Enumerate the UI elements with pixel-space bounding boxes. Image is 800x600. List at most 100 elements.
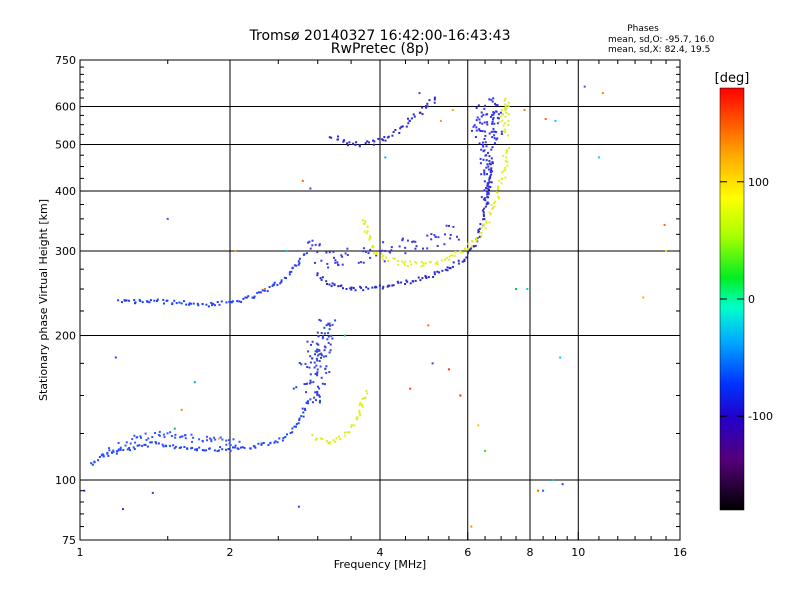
data-point xyxy=(260,442,263,445)
data-point xyxy=(308,240,311,243)
data-point xyxy=(504,115,507,118)
data-point xyxy=(418,111,421,114)
data-point xyxy=(346,431,349,434)
data-point xyxy=(154,441,157,443)
data-point xyxy=(295,425,297,428)
data-point xyxy=(144,432,147,435)
data-point xyxy=(506,150,508,153)
data-point xyxy=(175,302,178,305)
data-point xyxy=(449,267,452,270)
data-point xyxy=(308,366,311,369)
data-point xyxy=(499,111,502,114)
data-point xyxy=(320,356,322,359)
data-point xyxy=(131,438,134,441)
data-point xyxy=(269,441,272,444)
data-point xyxy=(504,128,507,131)
data-point xyxy=(276,441,279,444)
data-point xyxy=(251,296,254,299)
x-tick-label: 10 xyxy=(571,546,585,559)
data-point xyxy=(483,218,486,221)
data-point xyxy=(316,390,319,393)
data-point xyxy=(484,141,487,144)
data-point xyxy=(290,270,293,273)
data-point xyxy=(301,407,304,410)
data-point xyxy=(504,168,507,171)
data-point xyxy=(474,244,477,247)
data-point xyxy=(369,256,372,259)
data-point xyxy=(436,260,439,263)
data-point xyxy=(493,205,496,208)
data-point xyxy=(124,299,127,302)
data-point xyxy=(480,226,483,229)
data-point xyxy=(497,188,500,191)
data-point xyxy=(281,439,284,442)
data-point xyxy=(196,302,199,305)
data-point xyxy=(320,354,323,357)
data-point xyxy=(359,285,362,288)
data-point xyxy=(544,118,547,120)
data-point xyxy=(358,144,361,147)
data-point xyxy=(397,281,400,284)
data-point xyxy=(482,145,485,148)
data-point xyxy=(480,111,483,114)
data-point xyxy=(366,392,369,395)
data-point xyxy=(491,120,494,123)
data-point xyxy=(663,223,666,226)
data-point xyxy=(332,439,335,442)
data-point xyxy=(327,341,330,344)
data-point xyxy=(198,446,201,449)
data-point xyxy=(341,263,344,266)
data-point xyxy=(210,438,213,441)
data-point xyxy=(325,251,328,254)
data-point xyxy=(375,252,378,255)
data-point xyxy=(482,215,485,217)
data-point xyxy=(411,280,414,283)
data-point xyxy=(487,165,490,168)
data-point xyxy=(238,440,241,443)
data-point xyxy=(478,235,481,238)
data-point xyxy=(334,259,337,262)
data-point xyxy=(273,281,276,284)
data-point xyxy=(367,287,370,290)
data-point xyxy=(492,111,495,114)
data-point xyxy=(166,217,169,220)
data-point xyxy=(484,227,487,230)
data-point xyxy=(241,446,244,449)
data-point xyxy=(208,447,211,450)
data-point xyxy=(318,244,321,247)
data-point xyxy=(201,303,204,305)
data-point xyxy=(346,247,349,250)
data-point xyxy=(201,449,204,451)
data-point xyxy=(285,277,287,279)
data-point xyxy=(262,442,265,444)
data-point xyxy=(112,450,115,453)
data-point xyxy=(508,147,510,150)
data-point xyxy=(267,444,270,446)
data-point xyxy=(483,121,486,124)
data-point xyxy=(293,264,296,267)
data-point xyxy=(306,400,309,403)
data-point xyxy=(485,220,488,223)
data-point xyxy=(479,130,482,132)
data-point xyxy=(362,250,365,253)
data-point xyxy=(387,260,389,262)
data-point xyxy=(419,279,422,282)
data-point xyxy=(372,139,374,142)
data-point xyxy=(150,441,153,444)
data-point xyxy=(486,203,489,206)
data-point xyxy=(488,160,491,162)
data-point xyxy=(211,304,214,307)
data-point xyxy=(375,286,378,289)
data-point xyxy=(478,227,481,230)
data-point xyxy=(496,116,499,119)
data-point xyxy=(186,447,189,450)
data-point xyxy=(291,427,294,430)
data-point xyxy=(401,239,404,242)
data-point xyxy=(309,361,312,364)
data-point xyxy=(295,386,298,389)
data-point xyxy=(436,245,439,247)
data-point xyxy=(411,240,414,243)
data-point xyxy=(504,176,507,179)
data-point xyxy=(314,353,316,356)
data-point xyxy=(173,447,176,450)
